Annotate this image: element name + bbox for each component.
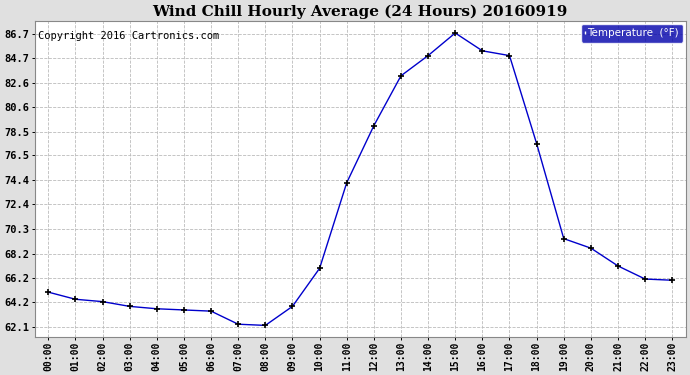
Legend: Temperature  (°F): Temperature (°F) [581,24,682,43]
Text: Copyright 2016 Cartronics.com: Copyright 2016 Cartronics.com [38,31,219,40]
Title: Wind Chill Hourly Average (24 Hours) 20160919: Wind Chill Hourly Average (24 Hours) 201… [152,4,568,18]
